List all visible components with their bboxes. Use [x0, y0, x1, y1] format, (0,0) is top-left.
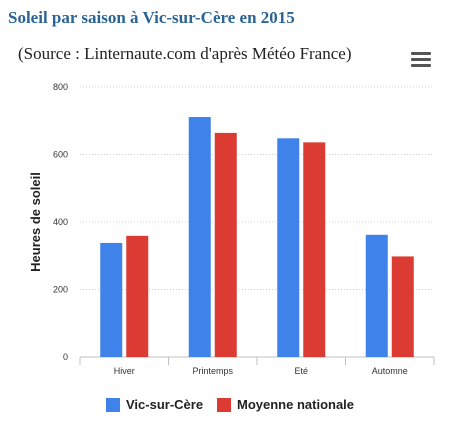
legend-item-series-1[interactable]: Vic-sur-Cère [106, 397, 203, 412]
bar-chart: 0 200 400 600 800 Heures de soleil Hiver Printe… [28, 82, 435, 376]
y-tick-label: 0 [63, 352, 68, 362]
y-tick-label: 200 [53, 285, 68, 295]
y-axis-title: Heures de soleil [28, 172, 43, 272]
legend-swatch-series-1 [106, 397, 120, 412]
bar-2-hiver [126, 235, 149, 357]
legend: Vic-sur-Cère Moyenne nationale [0, 397, 455, 417]
bar-1-printemps [188, 117, 211, 357]
bar-1-automne [365, 234, 388, 357]
legend-swatch-series-2 [217, 397, 231, 412]
y-tick-label: 600 [53, 150, 68, 160]
x-tick-label: Printemps [192, 366, 233, 376]
hamburger-menu-icon[interactable] [411, 52, 431, 68]
x-tick-label: Hiver [114, 366, 135, 376]
legend-item-series-2[interactable]: Moyenne nationale [217, 397, 354, 412]
x-tick-label: Eté [294, 366, 308, 376]
y-tick-label: 400 [53, 217, 68, 227]
chart-subtitle: (Source : Linternaute.com d'après Météo … [18, 44, 352, 63]
bar-1-hiver [100, 242, 123, 357]
y-tick-label: 800 [53, 82, 68, 92]
x-tick-label: Automne [372, 366, 408, 376]
chart-title: Soleil par saison à Vic-sur-Cère en 2015 [8, 8, 295, 27]
legend-label-series-2: Moyenne nationale [237, 397, 355, 412]
bar-2-eté [303, 142, 326, 357]
bar-1-eté [277, 138, 300, 357]
bar-2-printemps [214, 132, 237, 357]
legend-label-series-1: Vic-sur-Cère [126, 397, 204, 412]
bar-2-automne [391, 256, 414, 357]
